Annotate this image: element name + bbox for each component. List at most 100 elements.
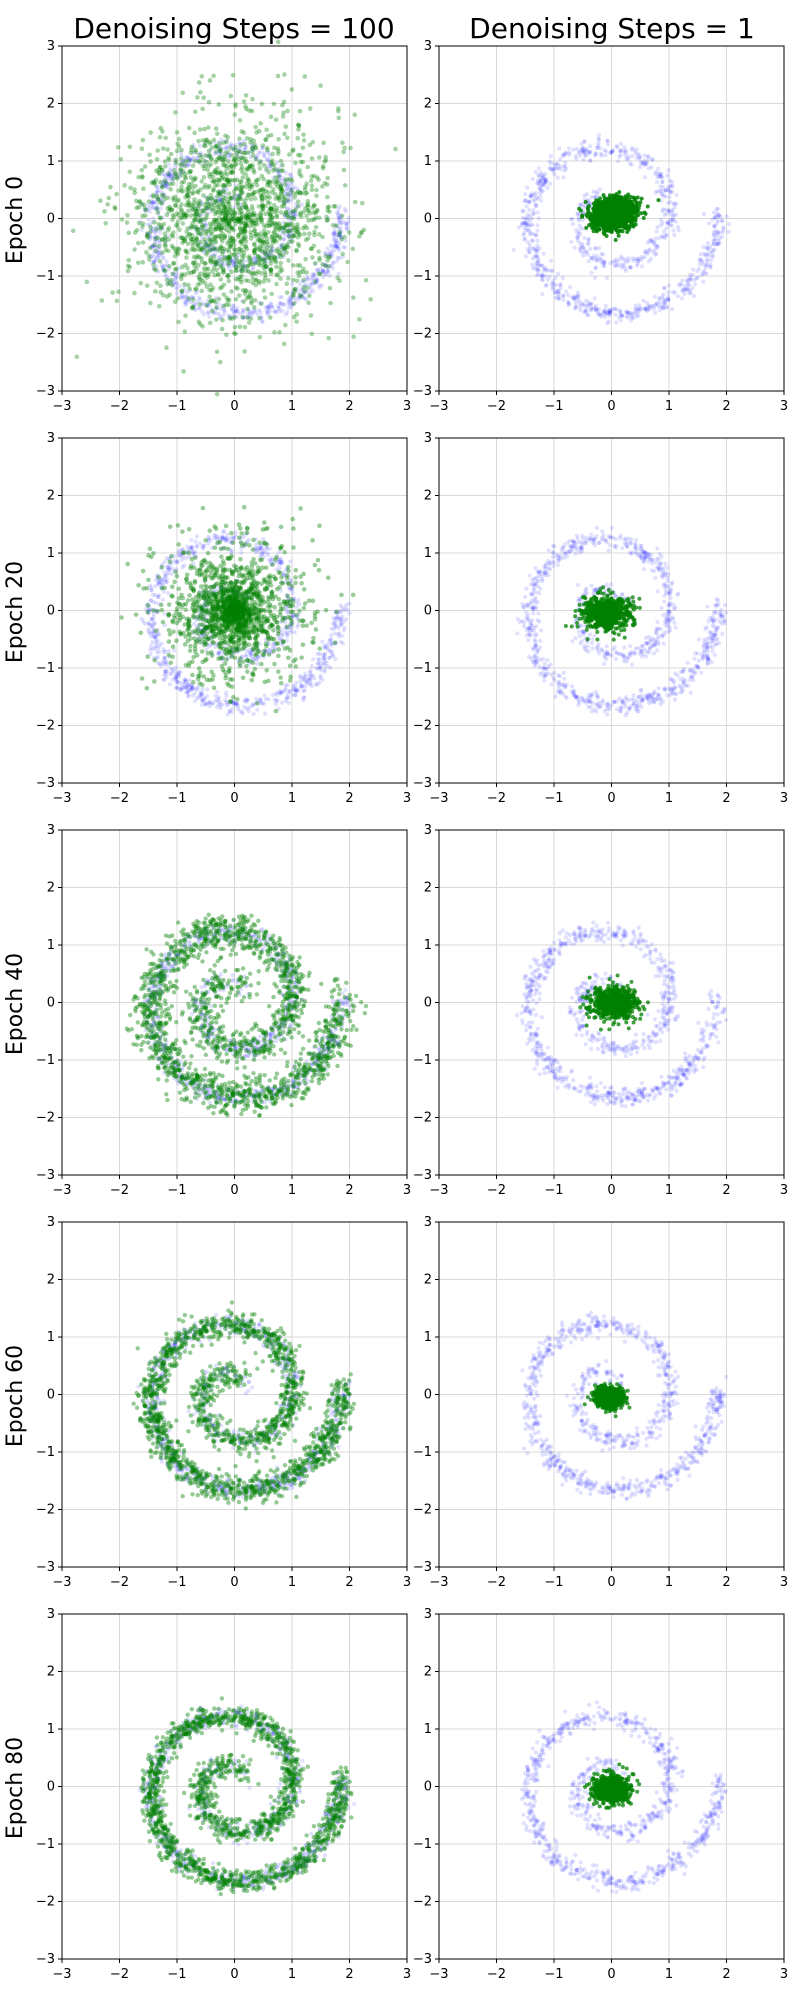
reference-point xyxy=(155,255,159,259)
generated-point xyxy=(166,249,171,254)
generated-point xyxy=(605,234,609,238)
generated-point xyxy=(151,263,156,268)
generated-point xyxy=(171,181,176,186)
generated-point xyxy=(196,190,201,195)
generated-point xyxy=(225,150,230,155)
generated-point xyxy=(183,263,188,268)
reference-point xyxy=(229,142,233,146)
generated-point xyxy=(254,271,259,276)
reference-point xyxy=(337,220,341,224)
generated-point xyxy=(162,222,167,227)
generated-point xyxy=(200,260,205,265)
generated-point xyxy=(200,225,205,230)
generated-point xyxy=(242,349,247,354)
generated-point xyxy=(214,126,219,131)
generated-point xyxy=(616,202,620,206)
reference-point xyxy=(582,310,586,314)
generated-point xyxy=(182,329,187,334)
generated-point xyxy=(301,160,306,165)
generated-point xyxy=(187,126,192,131)
reference-point xyxy=(528,214,532,218)
generated-point xyxy=(298,109,303,114)
generated-point xyxy=(303,184,308,189)
generated-point xyxy=(270,223,275,228)
reference-point xyxy=(567,153,571,157)
generated-point xyxy=(621,229,625,233)
generated-point xyxy=(178,216,183,221)
column-title-100: Denoising Steps = 100 xyxy=(73,12,394,45)
generated-point xyxy=(591,225,595,229)
generated-point xyxy=(222,226,227,231)
generated-point xyxy=(258,216,263,221)
generated-point xyxy=(207,294,212,299)
generated-point xyxy=(623,208,627,212)
reference-point xyxy=(533,202,537,206)
reference-point xyxy=(645,301,649,305)
generated-point xyxy=(141,138,146,143)
reference-point xyxy=(584,154,588,158)
generated-point xyxy=(352,112,357,117)
generated-point xyxy=(242,232,247,237)
generated-point xyxy=(218,277,223,282)
reference-point xyxy=(591,190,595,194)
generated-point xyxy=(577,207,581,211)
reference-point xyxy=(557,146,561,150)
generated-point xyxy=(179,210,184,215)
generated-point xyxy=(213,238,218,243)
generated-point xyxy=(320,235,325,240)
reference-point xyxy=(713,224,717,228)
reference-point xyxy=(511,248,515,252)
generated-point xyxy=(265,242,270,247)
generated-point xyxy=(280,163,285,168)
generated-point xyxy=(242,250,247,255)
reference-point xyxy=(254,309,258,313)
generated-point xyxy=(146,235,151,240)
reference-point xyxy=(536,272,540,276)
generated-point xyxy=(312,174,317,179)
generated-point xyxy=(347,230,352,235)
x-tick-label-2: −1 xyxy=(544,399,563,414)
generated-point xyxy=(322,159,327,164)
generated-point xyxy=(244,93,249,98)
generated-point xyxy=(170,217,175,222)
reference-point xyxy=(239,551,243,555)
reference-point xyxy=(663,236,667,240)
reference-point xyxy=(618,148,622,152)
generated-point xyxy=(310,205,315,210)
generated-point xyxy=(304,190,309,195)
generated-point xyxy=(204,303,209,308)
generated-point xyxy=(317,271,322,276)
generated-point xyxy=(340,252,345,257)
generated-point xyxy=(162,268,167,273)
generated-point xyxy=(351,247,356,252)
reference-point xyxy=(662,286,666,290)
y-tick-label-5: 2 xyxy=(47,97,55,112)
reference-point xyxy=(594,151,598,155)
reference-point xyxy=(594,246,598,250)
generated-point xyxy=(310,255,315,260)
reference-point xyxy=(335,210,339,214)
generated-point xyxy=(194,224,199,229)
generated-point xyxy=(235,177,240,182)
generated-point xyxy=(140,146,145,151)
generated-point xyxy=(190,186,195,191)
generated-point xyxy=(331,223,336,228)
generated-point xyxy=(264,224,269,229)
generated-point xyxy=(603,196,607,200)
reference-point xyxy=(713,237,717,241)
generated-point xyxy=(139,168,144,173)
reference-point xyxy=(545,186,549,190)
generated-point xyxy=(114,192,119,197)
generated-point xyxy=(296,242,301,247)
generated-point xyxy=(318,83,323,88)
generated-point xyxy=(159,201,164,206)
generated-point xyxy=(173,203,178,208)
generated-point xyxy=(286,276,291,281)
generated-point xyxy=(640,197,644,201)
y-tick-label-6: 3 xyxy=(424,39,432,54)
reference-point xyxy=(698,262,702,266)
generated-point xyxy=(75,354,80,359)
reference-point xyxy=(202,312,206,316)
reference-point xyxy=(595,254,599,258)
generated-point xyxy=(270,234,275,239)
